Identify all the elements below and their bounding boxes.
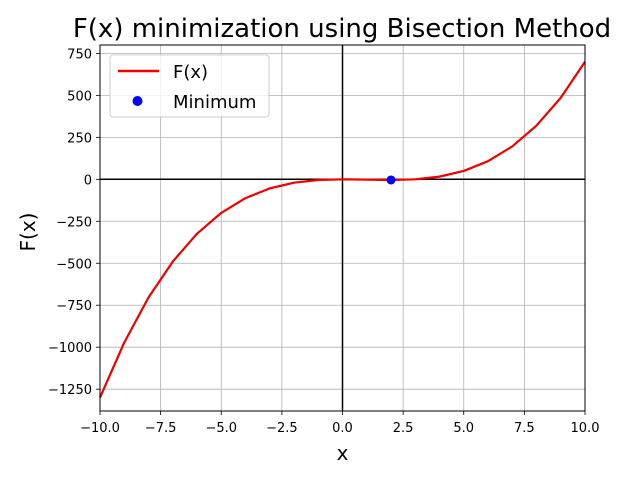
x-tick-label: 7.5 xyxy=(514,421,535,436)
y-axis-label: F(x) xyxy=(16,213,40,252)
legend: F(x) Minimum xyxy=(109,54,270,118)
y-tick-label: −250 xyxy=(56,215,92,230)
y-tick-label: 0 xyxy=(84,173,92,188)
chart-title: F(x) minimization using Bisection Method xyxy=(73,14,611,44)
x-tick-label: −7.5 xyxy=(145,421,177,436)
minimum-point xyxy=(386,175,396,185)
x-tick-label: 2.5 xyxy=(393,421,414,436)
y-tick-label: −1250 xyxy=(48,383,92,398)
y-tick-label: 500 xyxy=(67,89,92,104)
x-tick-label: 5.0 xyxy=(453,421,474,436)
y-tick-label: −1000 xyxy=(48,341,92,356)
y-tick-label: −750 xyxy=(56,299,92,314)
x-tick-label: −10.0 xyxy=(80,421,120,436)
y-tick-label: −500 xyxy=(56,257,92,272)
x-tick-label: 10.0 xyxy=(571,421,600,436)
legend-label-minimum: Minimum xyxy=(173,92,256,113)
x-tick-label: 0.0 xyxy=(332,421,353,436)
y-ticks: 750 500 250 0 −250 −500 −750 −1000 −1250 xyxy=(48,47,100,398)
x-ticks: −10.0 −7.5 −5.0 −2.5 0.0 2.5 5.0 7.5 10.0 xyxy=(80,411,599,436)
legend-swatch-point xyxy=(132,96,143,106)
y-tick-label: 750 xyxy=(67,47,92,62)
legend-label-fx: F(x) xyxy=(173,62,208,83)
points-layer xyxy=(386,175,396,185)
x-tick-label: −5.0 xyxy=(205,421,237,436)
y-tick-label: 250 xyxy=(67,131,92,146)
series-layer xyxy=(98,61,586,399)
series-line-fx xyxy=(98,61,586,399)
x-axis-label: x xyxy=(337,441,349,465)
x-tick-label: −2.5 xyxy=(266,421,298,436)
